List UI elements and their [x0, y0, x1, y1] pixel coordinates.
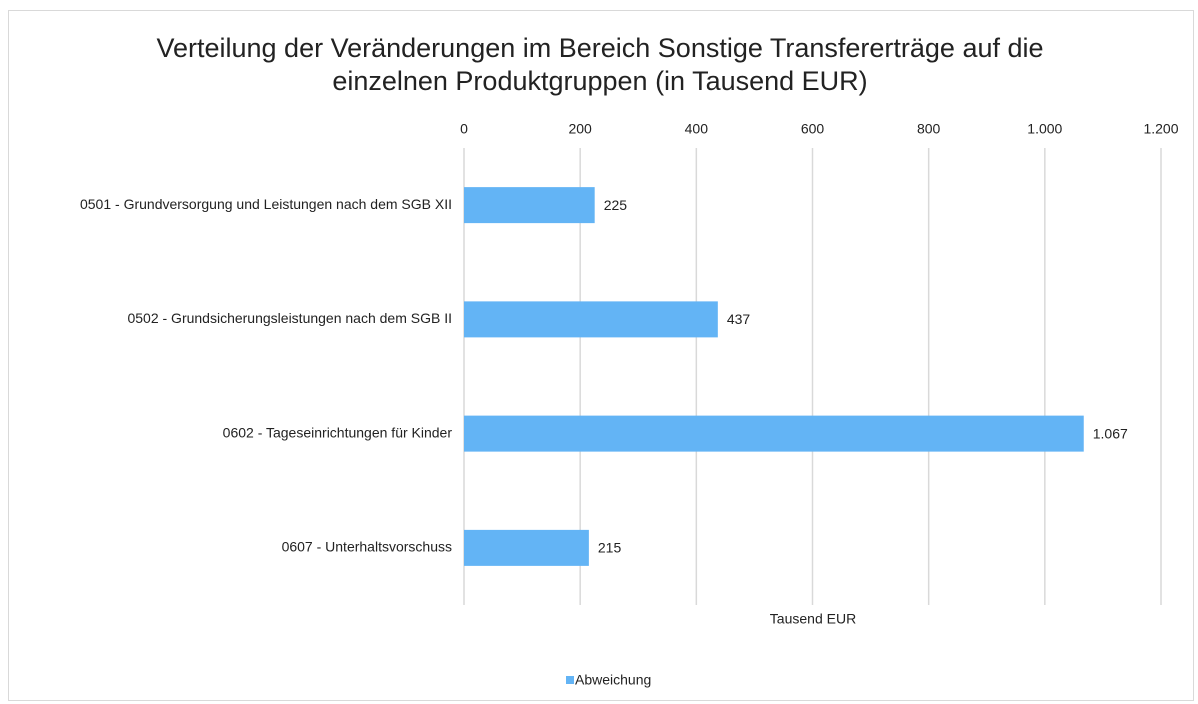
x-tick-label: 800 — [917, 121, 941, 137]
y-tick-label: 0502 - Grundsicherungsleistungen nach de… — [127, 310, 452, 326]
chart-title: Verteilung der Veränderungen im Bereich … — [156, 33, 1044, 96]
x-tick-label: 200 — [568, 121, 592, 137]
chart-frame — [8, 10, 1194, 701]
x-tick-label: 0 — [460, 121, 468, 137]
data-label: 1.067 — [1093, 425, 1128, 441]
y-tick-label: 0602 - Tageseinrichtungen für Kinder — [223, 424, 453, 440]
data-label: 215 — [598, 540, 622, 556]
x-tick-label: 1.000 — [1027, 121, 1062, 137]
y-tick-label: 0607 - Unterhaltsvorschuss — [282, 539, 452, 555]
bar — [464, 415, 1084, 452]
x-axis-label: Tausend EUR — [770, 611, 856, 627]
data-label: 225 — [604, 197, 628, 213]
legend-label: Abweichung — [575, 672, 651, 688]
legend-swatch — [566, 676, 574, 684]
data-label: 437 — [727, 311, 751, 327]
bar — [464, 529, 589, 566]
bar — [464, 301, 718, 338]
bar — [464, 187, 595, 224]
y-tick-label: 0501 - Grundversorgung und Leistungen na… — [80, 196, 452, 212]
x-tick-label: 1.200 — [1143, 121, 1178, 137]
x-tick-label: 600 — [801, 121, 825, 137]
x-tick-label: 400 — [685, 121, 709, 137]
